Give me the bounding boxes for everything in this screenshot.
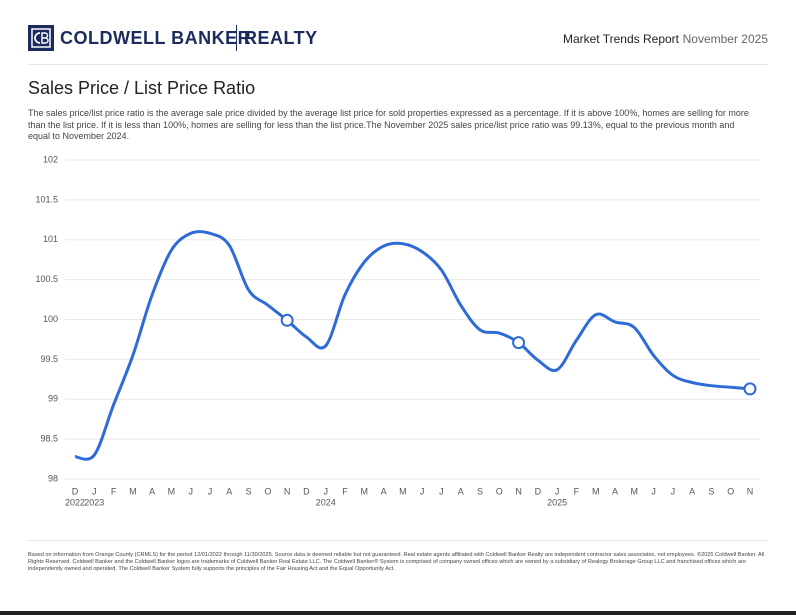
- brand: COLDWELL BANKER: [60, 28, 252, 48]
- y-tick-label: 100.5: [35, 274, 58, 284]
- x-tick-label: S: [708, 486, 714, 496]
- y-tick-label: 98: [48, 473, 58, 483]
- x-tick-label: J: [208, 486, 213, 496]
- x-tick-label: M: [168, 486, 176, 496]
- logo-icon: [28, 25, 54, 51]
- x-tick-label: O: [727, 486, 734, 496]
- point-marker: [743, 382, 757, 396]
- x-tick-label: S: [246, 486, 252, 496]
- y-tick-label: 100: [43, 314, 58, 324]
- x-year-label: 2023: [84, 497, 104, 507]
- x-tick-label: J: [671, 486, 676, 496]
- y-tick-label: 99.5: [40, 354, 58, 364]
- y-tick-label: 98.5: [40, 434, 58, 444]
- x-tick-label: A: [381, 486, 387, 496]
- x-tick-label: J: [323, 486, 328, 496]
- y-tick-label: 102: [43, 154, 58, 164]
- chart-title: Sales Price / List Price Ratio: [28, 78, 256, 98]
- y-tick-label: 101.5: [35, 194, 58, 204]
- bottom-bar: [0, 611, 796, 615]
- x-tick-label: J: [188, 486, 193, 496]
- x-tick-label: M: [129, 486, 137, 496]
- x-tick-label: M: [361, 486, 369, 496]
- y-tick-label: 99: [48, 394, 58, 404]
- x-tick-label: O: [264, 486, 271, 496]
- x-tick-label: F: [574, 486, 580, 496]
- report-name: Market Trends Report: [562, 32, 679, 46]
- x-tick-label: F: [111, 486, 117, 496]
- x-tick-label: N: [747, 486, 754, 496]
- y-tick-label: 101: [43, 234, 58, 244]
- x-tick-label: J: [651, 486, 656, 496]
- divider: [28, 64, 768, 65]
- x-tick-label: A: [226, 486, 232, 496]
- brand-sub: REALTY: [244, 28, 318, 48]
- x-tick-label: M: [592, 486, 600, 496]
- x-tick-label: J: [555, 486, 560, 496]
- x-tick-label: A: [458, 486, 464, 496]
- x-tick-label: A: [612, 486, 618, 496]
- x-year-label: 2024: [316, 497, 336, 507]
- x-tick-label: A: [149, 486, 155, 496]
- x-tick-label: J: [92, 486, 97, 496]
- line: [74, 230, 751, 461]
- x-tick-label: D: [72, 486, 79, 496]
- x-tick-label: F: [342, 486, 348, 496]
- x-year-label: 2025: [547, 497, 567, 507]
- disclaimer: Based on information from Orange County …: [28, 552, 765, 572]
- x-tick-label: N: [284, 486, 291, 496]
- x-tick-label: S: [477, 486, 483, 496]
- x-tick-label: O: [496, 486, 503, 496]
- x-tick-label: M: [399, 486, 407, 496]
- divider: [28, 540, 768, 541]
- x-tick-label: M: [631, 486, 639, 496]
- x-tick-label: N: [515, 486, 522, 496]
- chart: 9898.59999.5100100.5101101.5102D2022J202…: [35, 154, 760, 507]
- point-marker: [280, 313, 294, 327]
- brand-separator: [236, 25, 237, 51]
- chart-description: The sales price/list price ratio is the …: [28, 108, 749, 141]
- x-tick-label: J: [420, 486, 425, 496]
- point-marker: [512, 336, 526, 350]
- x-tick-label: J: [439, 486, 444, 496]
- report-date: November 2025: [682, 32, 768, 46]
- x-tick-label: A: [689, 486, 695, 496]
- x-tick-label: D: [303, 486, 310, 496]
- x-tick-label: D: [535, 486, 542, 496]
- x-year-label: 2022: [65, 497, 85, 507]
